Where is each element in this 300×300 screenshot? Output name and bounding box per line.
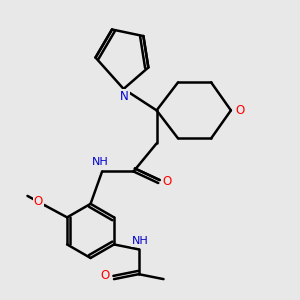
Text: O: O bbox=[162, 175, 171, 188]
Text: O: O bbox=[236, 104, 245, 117]
Text: N: N bbox=[120, 90, 129, 103]
Text: NH: NH bbox=[92, 157, 109, 167]
Text: O: O bbox=[100, 269, 110, 282]
Text: O: O bbox=[34, 195, 43, 208]
Text: NH: NH bbox=[132, 236, 149, 246]
